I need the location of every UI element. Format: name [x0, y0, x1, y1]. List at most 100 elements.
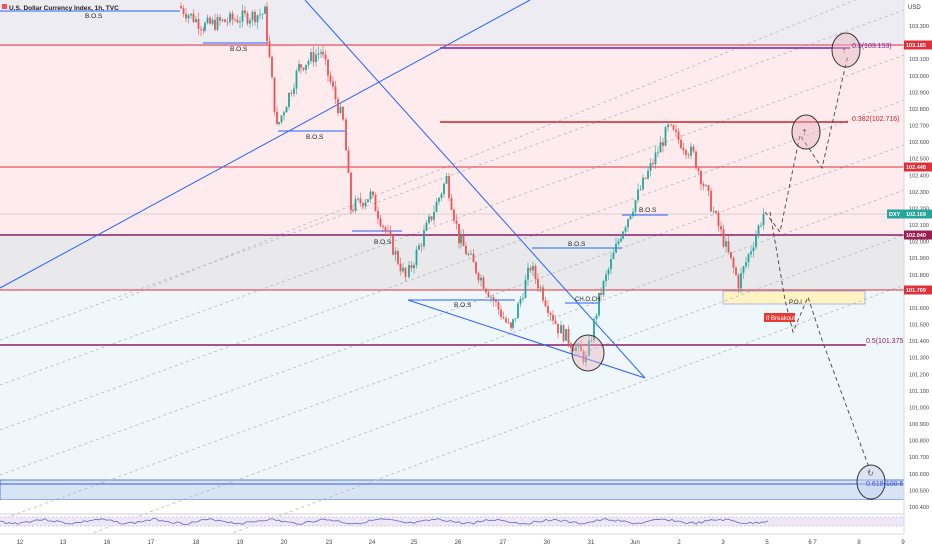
candle-body	[384, 227, 387, 231]
price-tick-label: 102.400	[909, 173, 929, 179]
candle-body	[652, 163, 654, 165]
price-badge-label: 102.040	[906, 233, 926, 239]
candle-body	[460, 235, 462, 244]
candle-body	[672, 125, 675, 130]
projection-paths	[764, 54, 871, 471]
time-tick-label: 20	[281, 540, 288, 546]
candle-body	[620, 238, 622, 242]
candle-body	[206, 17, 209, 23]
candle-body	[667, 124, 669, 128]
price-tick-label: 100.500	[909, 488, 929, 494]
candle-body	[435, 201, 438, 212]
candle-body	[647, 170, 649, 179]
candle-body	[617, 241, 620, 244]
candle-body	[737, 274, 740, 289]
candle-body	[266, 6, 268, 42]
time-tick-label: 19	[237, 540, 244, 546]
candle-body	[607, 269, 610, 275]
price-tick-label: 101.600	[909, 306, 929, 312]
candle-body	[229, 13, 231, 23]
reload-icon: ↻	[867, 469, 874, 478]
candle-body	[302, 67, 305, 71]
price-tick-label: 100.600	[909, 472, 929, 478]
candle-body	[377, 211, 379, 219]
fib-label-05: 0.5(101.375)	[866, 338, 906, 345]
candle-body	[588, 340, 590, 356]
time-tick-label: 3	[721, 540, 725, 546]
candle-body	[334, 86, 337, 100]
candle-body	[700, 171, 702, 185]
candle-body	[522, 297, 524, 299]
candle-body	[418, 245, 420, 250]
candle-body	[187, 15, 190, 19]
price-tick-label: 102.600	[909, 140, 929, 146]
candle-body	[221, 19, 224, 21]
zone-discount-blue	[0, 290, 904, 480]
candle-body	[475, 262, 477, 274]
candle-body	[659, 142, 662, 153]
price-axis[interactable]: USD 103.300103.200103.100103.000102.9001…	[887, 0, 932, 534]
ascending-trendline[interactable]	[0, 0, 531, 289]
candle-body	[747, 254, 750, 263]
time-axis[interactable]: 12 13 16 17 18 19 20 23 24 25 26 27 30 31 Jun 2 3 5 6 7 8 9	[0, 533, 932, 550]
candle-body	[649, 163, 652, 171]
candle-body	[290, 92, 293, 94]
bos-label: B.O.S	[230, 46, 248, 53]
symbol-logo-icon	[2, 4, 7, 9]
candle-body	[750, 251, 752, 255]
candle-body	[285, 106, 288, 113]
price-tick-label: 102.700	[909, 124, 929, 130]
candle-body	[664, 127, 667, 146]
candle-body	[554, 320, 557, 324]
candle-body	[760, 225, 762, 227]
candle-body	[557, 323, 559, 334]
bos-lines	[0, 10, 668, 304]
wedge-lower-line[interactable]	[407, 299, 646, 379]
price-tick-label: 102.900	[909, 90, 929, 96]
candle-body	[324, 54, 327, 60]
time-tick-label: 26	[455, 540, 462, 546]
price-tick-label: 100.800	[909, 439, 929, 445]
candle-body	[271, 56, 273, 78]
candle-body	[697, 168, 700, 172]
candle-body	[219, 17, 221, 21]
candle-body	[549, 312, 552, 315]
candle-body	[450, 197, 453, 210]
candle-body	[399, 263, 402, 272]
time-tick-label: Jun	[630, 540, 640, 546]
candle-body	[455, 220, 458, 224]
time-tick-label: 18	[193, 540, 200, 546]
price-tick-label: 102.100	[909, 223, 929, 229]
time-tick-label: 5	[765, 540, 769, 546]
price-badge-bg	[904, 285, 932, 295]
candle-body	[261, 13, 264, 15]
annotation-labels: B.O.S B.O.S B.O.S B.O.S B.O.S B.O.S B.O.…	[85, 13, 802, 309]
candle-body	[195, 19, 197, 22]
candle-body	[226, 21, 229, 23]
descending-trendline[interactable]	[304, 0, 646, 379]
candle-body	[529, 267, 532, 271]
candle-body	[197, 19, 200, 29]
candle-body	[624, 227, 627, 232]
currency-label: USD	[908, 5, 921, 11]
candle-body	[445, 176, 448, 184]
candle-body	[485, 288, 487, 293]
candle-body	[730, 252, 732, 259]
candle-body	[712, 210, 715, 212]
candle-body	[462, 235, 465, 247]
candle-body	[465, 246, 467, 255]
price-badge-bg	[887, 209, 904, 219]
candle-body	[735, 267, 737, 275]
candle-body	[755, 235, 757, 248]
bos-label: B.O.S	[306, 134, 324, 141]
candle-body	[350, 172, 352, 211]
price-badge-label: 102.169	[906, 212, 926, 218]
candle-body	[657, 152, 659, 154]
target-icon: ⇡	[801, 128, 808, 137]
candle-body	[293, 88, 295, 94]
candle-body	[345, 119, 347, 151]
candle-body	[394, 251, 397, 255]
candle-body	[202, 29, 205, 31]
candle-body	[458, 223, 460, 244]
